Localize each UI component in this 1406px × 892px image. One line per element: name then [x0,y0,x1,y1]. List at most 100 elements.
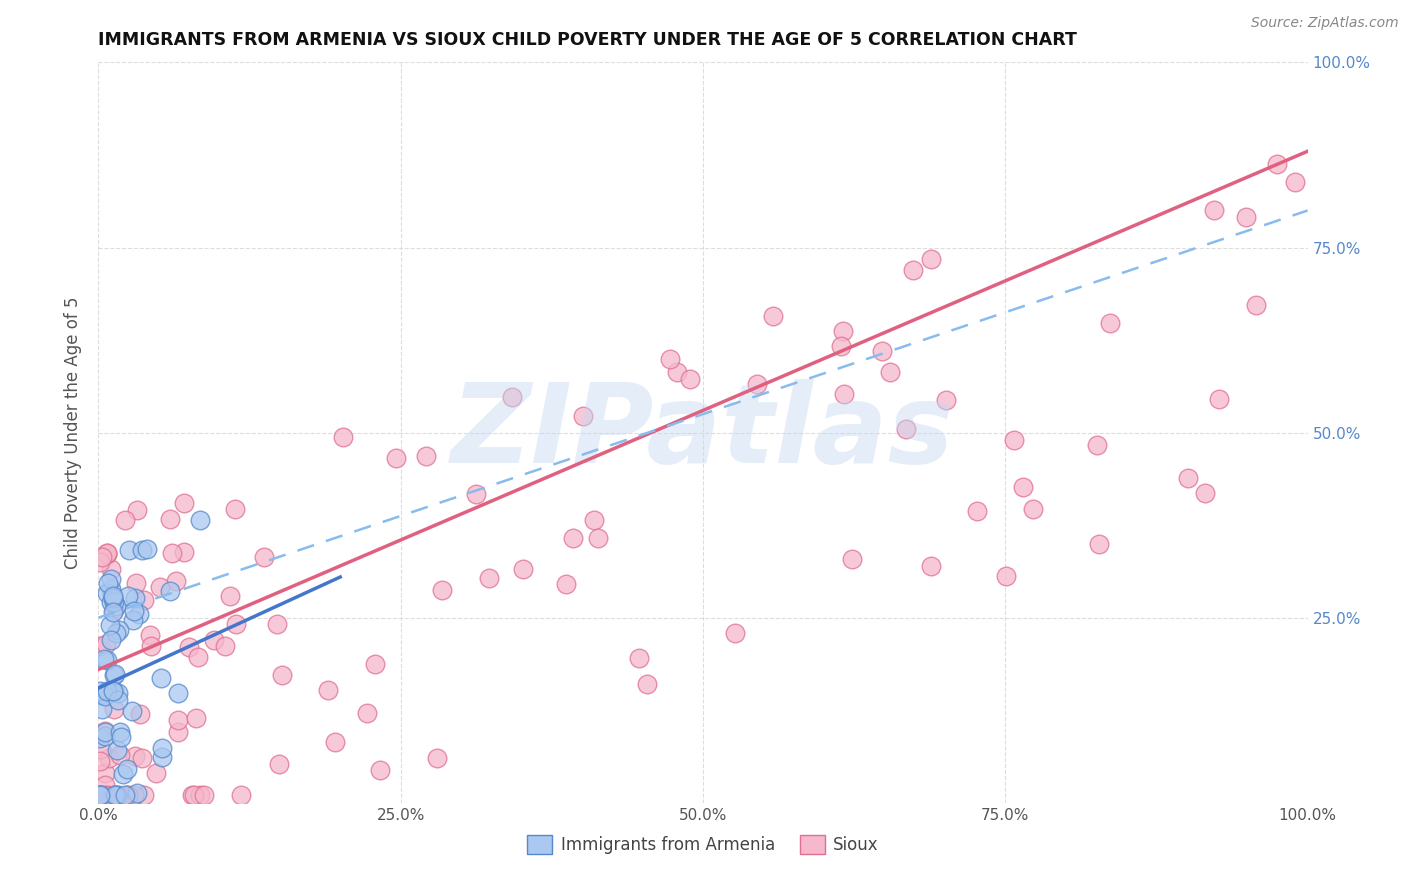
Point [266,617,288,632]
Point [100,683,122,698]
Point [96,683,118,698]
Point [96,547,118,561]
Point [124,789,146,803]
Point [1177,471,1199,485]
Point [501,390,523,404]
Point [103,594,125,608]
Point [96,652,118,666]
Point [91,702,114,716]
Point [832,324,855,338]
Point [181,789,204,803]
Point [1099,316,1122,330]
Point [100,633,122,648]
Point [103,667,125,681]
Point [131,542,153,557]
Point [1234,210,1257,224]
Point [141,639,163,653]
Point [94,778,117,792]
Point [103,789,125,803]
Point [125,503,148,517]
Point [894,421,917,435]
Point [1022,502,1045,516]
Point [108,724,131,739]
Point [96,789,118,803]
Point [160,546,183,560]
Point [115,789,138,803]
Point [94,724,117,739]
Point [325,735,347,749]
Point [204,632,226,647]
Point [572,409,595,424]
Text: IMMIGRANTS FROM ARMENIA VS SIOUX CHILD POVERTY UNDER THE AGE OF 5 CORRELATION CH: IMMIGRANTS FROM ARMENIA VS SIOUX CHILD P… [98,31,1077,49]
Point [105,743,128,757]
Point [270,668,292,682]
Point [920,558,942,573]
Point [132,593,155,607]
Point [724,626,747,640]
Point [97,576,120,591]
Point [104,667,127,681]
Point [385,451,408,466]
Point [1208,392,1230,407]
Point [93,789,115,803]
Point [167,713,190,727]
Point [105,599,128,613]
Point [870,343,893,358]
Point [100,595,122,609]
Point [1284,175,1306,189]
Point [145,765,167,780]
Point [107,686,129,700]
Text: Source: ZipAtlas.com: Source: ZipAtlas.com [1251,16,1399,30]
Point [658,351,681,366]
Point [415,449,437,463]
Point [89,688,111,702]
Point [1194,486,1216,500]
Point [101,587,124,601]
Point [89,731,111,745]
Point [356,706,378,721]
Point [121,613,143,627]
Point [89,639,111,653]
Point [94,766,117,780]
Point [214,639,236,653]
Point [512,562,534,576]
Point [93,689,115,703]
Point [117,789,139,803]
Point [994,569,1017,583]
Point [110,730,132,744]
Point [89,789,111,803]
Point [184,711,207,725]
Point [832,387,855,401]
Point [159,583,181,598]
Point [96,546,118,560]
Point [89,789,111,803]
Point [562,531,585,545]
Point [628,650,651,665]
Point [747,377,769,392]
Point [1088,537,1111,551]
Point [636,677,658,691]
Point [108,747,131,762]
Point [108,623,131,637]
Point [107,693,129,707]
Point [101,684,124,698]
Point [115,762,138,776]
Point [100,562,122,576]
Point [100,582,122,597]
Y-axis label: Child Poverty Under the Age of 5: Child Poverty Under the Age of 5 [65,296,83,569]
Point [150,740,173,755]
Point [149,580,172,594]
Point [114,789,136,803]
Point [316,682,339,697]
Point [96,637,118,651]
Point [101,591,124,606]
Point [966,504,988,518]
Point [114,513,136,527]
Point [105,789,128,803]
Point [1004,433,1026,447]
Point [94,729,117,743]
Point [124,591,146,605]
Point [225,617,247,632]
Point [1011,479,1033,493]
Point [218,589,240,603]
